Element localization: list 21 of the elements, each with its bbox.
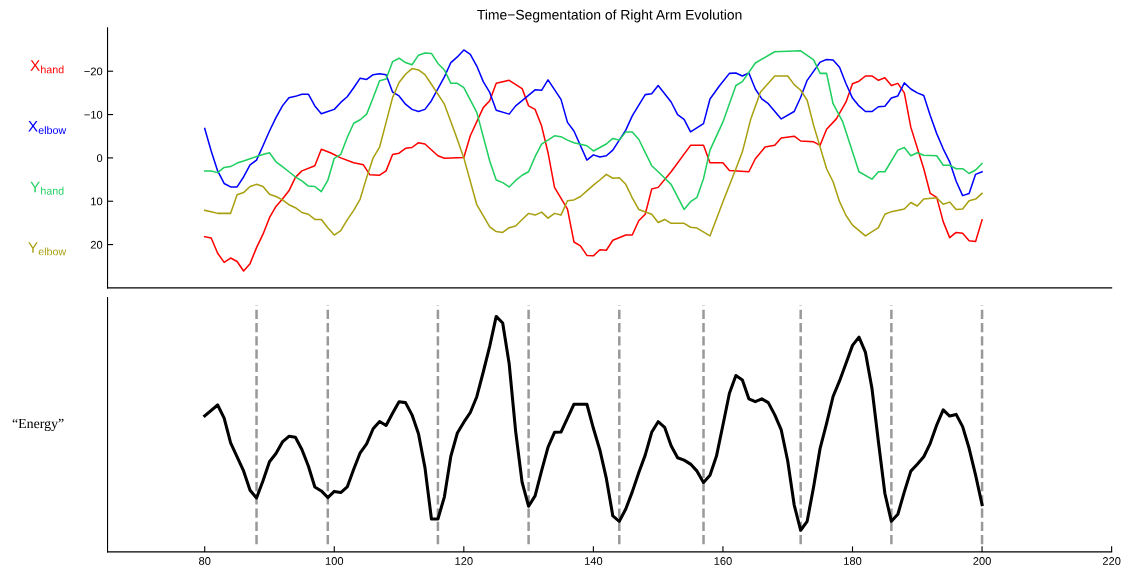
y-tick-label: 0: [96, 154, 103, 163]
y-tick-label: 20: [90, 240, 103, 249]
x-tick-label: 80: [199, 557, 211, 565]
x-tick-label: 120: [455, 557, 473, 565]
text: Y$_{elbow}$: [28, 242, 67, 256]
text: Y$_{hand}$: [30, 181, 64, 195]
y-tick-label: −10: [84, 110, 103, 119]
x-tick-label: 160: [714, 557, 732, 565]
x-tick-label: 220: [1102, 557, 1121, 565]
x-tick-label: 140: [584, 557, 603, 565]
line-series: [203, 67, 983, 237]
line-series: [203, 75, 983, 272]
y-axis-title: “Energy”: [12, 418, 64, 432]
y-tick-label: 10: [91, 197, 103, 206]
text: X$_{elbow}$: [28, 120, 67, 135]
chart-title: Time−Segmentation of Right Arm Evolution: [477, 9, 742, 23]
x-tick-label: 180: [844, 557, 862, 565]
x-tick-label: 200: [973, 557, 991, 565]
y-tick-label: −20: [84, 67, 103, 76]
text: X$_{hand}$: [30, 60, 64, 74]
x-tick-label: 100: [325, 557, 344, 565]
